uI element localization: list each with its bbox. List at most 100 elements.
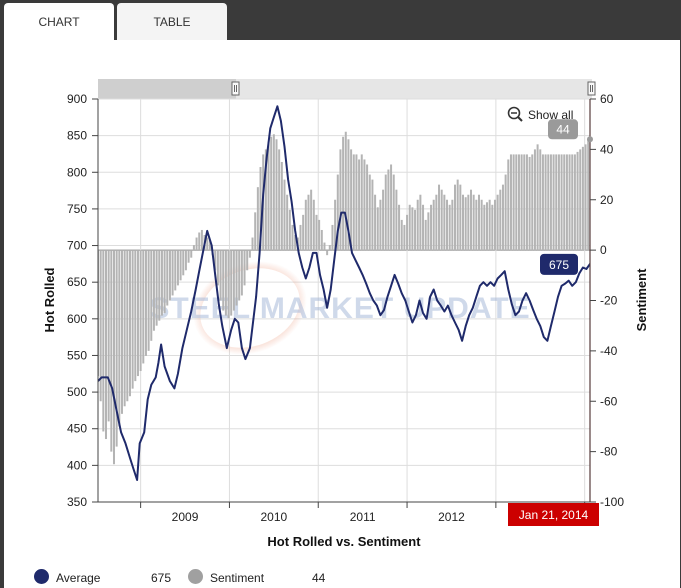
sentiment-bar [112,250,115,465]
sentiment-bar [123,250,126,407]
sentiment-bar [142,250,145,364]
sentiment-bar [403,224,406,251]
left-tick-label: 400 [67,458,87,472]
sentiment-bar [493,199,496,251]
chart-title: Hot Rolled vs. Sentiment [267,534,421,549]
right-tick-label: -60 [600,394,618,408]
sentiment-bar [294,235,297,251]
sentiment-bar [216,250,219,286]
sentiment-bar [539,149,542,251]
sentiment-bar [371,179,374,251]
legend: Average 675 Sentiment 44 [0,566,681,588]
sentiment-bar [136,250,139,377]
sentiment-bar [168,250,171,301]
date-badge-text: Jan 21, 2014 [519,508,589,522]
sentiment-bar [336,174,339,251]
sentiment-bar [438,184,441,251]
sentiment-bar [360,154,363,251]
sentiment-bar [267,141,270,251]
sentiment-bar [318,219,321,251]
sentiment-bar [459,184,462,251]
sentiment-bar [507,159,510,251]
tab-chart[interactable]: CHART [4,3,114,40]
right-tick-label: 60 [600,92,614,106]
sentiment-bar [443,194,446,251]
average-legend-label[interactable]: Average [56,571,101,585]
sentiment-bar [456,179,459,251]
sentiment-bar [549,154,552,251]
sentiment-bar [467,194,470,251]
right-tick-label: 0 [600,243,607,257]
sentiment-bar [342,136,345,251]
left-tick-label: 850 [67,129,87,143]
sentiment-bar [517,154,520,251]
sentiment-bar [224,250,227,316]
navigator-right-handle[interactable] [587,81,596,96]
sentiment-bar [99,250,102,402]
sentiment-bar [432,199,435,251]
chart: STEEL MARKET UPDATE 35040045050055060065… [42,79,649,549]
sentiment-bar [176,250,179,286]
sentiment-bar [501,184,504,251]
sentiment-bar [270,136,273,251]
sentiment-bar [536,144,539,251]
right-tick-label: -80 [600,445,618,459]
sentiment-bar [406,214,409,251]
average-legend-marker[interactable] [34,569,49,584]
sentiment-bar [323,242,326,251]
sentiment-bar [238,250,241,301]
average-tooltip: 675 [540,253,578,275]
sentiment-legend-marker[interactable] [188,569,203,584]
sentiment-bar [368,174,371,251]
sentiment-bar [477,194,480,251]
sentiment-bar [115,250,118,447]
left-tick-label: 900 [67,92,87,106]
left-tick-label: 650 [67,275,87,289]
sentiment-bar [192,245,195,251]
sentiment-bar [286,194,289,251]
sentiment-bar [315,214,318,251]
sentiment-bar [499,189,502,251]
sentiment-bar [544,154,547,251]
sentiment-bar [571,154,574,251]
navigator-range[interactable] [98,79,236,99]
sentiment-bar [560,154,563,251]
sentiment-bar [107,250,110,422]
right-tick-label: -20 [600,294,618,308]
sentiment-bar [155,250,158,326]
sentiment-bar [299,224,302,251]
sentiment-bar [355,154,358,251]
left-axis-title: Hot Rolled [42,267,57,332]
right-tick-label: 20 [600,193,614,207]
left-tick-label: 500 [67,385,87,399]
sentiment-bar [541,154,544,251]
right-axis-ticks: -100 -80 -60 -40 -20 0 20 40 60 [590,92,624,509]
sentiment-bar [200,229,203,251]
sentiment-bar [584,144,587,251]
sentiment-bar [334,199,337,251]
tab-table[interactable]: TABLE [117,3,227,40]
sentiment-bar [243,250,246,286]
sentiment-bar [102,250,105,432]
sentiment-bar [384,174,387,251]
show-all-button[interactable]: Show all [507,106,574,123]
sentiment-bar [398,204,401,251]
navigator-left-handle[interactable] [231,81,240,96]
sentiment-bar [240,250,243,296]
sentiment-bar [422,204,425,251]
sentiment-legend-label[interactable]: Sentiment [210,571,265,585]
x-tick-label: 2009 [172,510,199,524]
sentiment-bar [195,237,198,251]
right-tick-label: -100 [600,495,624,509]
left-tick-label: 800 [67,165,87,179]
sentiment-bar [469,189,472,251]
sentiment-bar [568,154,571,251]
right-tick-label: 40 [600,142,614,156]
sentiment-bar [235,250,238,306]
left-tick-label: 550 [67,348,87,362]
sentiment-bar [104,250,107,440]
left-tick-label: 350 [67,495,87,509]
sentiment-bar [525,154,528,251]
sentiment-bar [139,250,142,372]
sentiment-bar [509,154,512,251]
